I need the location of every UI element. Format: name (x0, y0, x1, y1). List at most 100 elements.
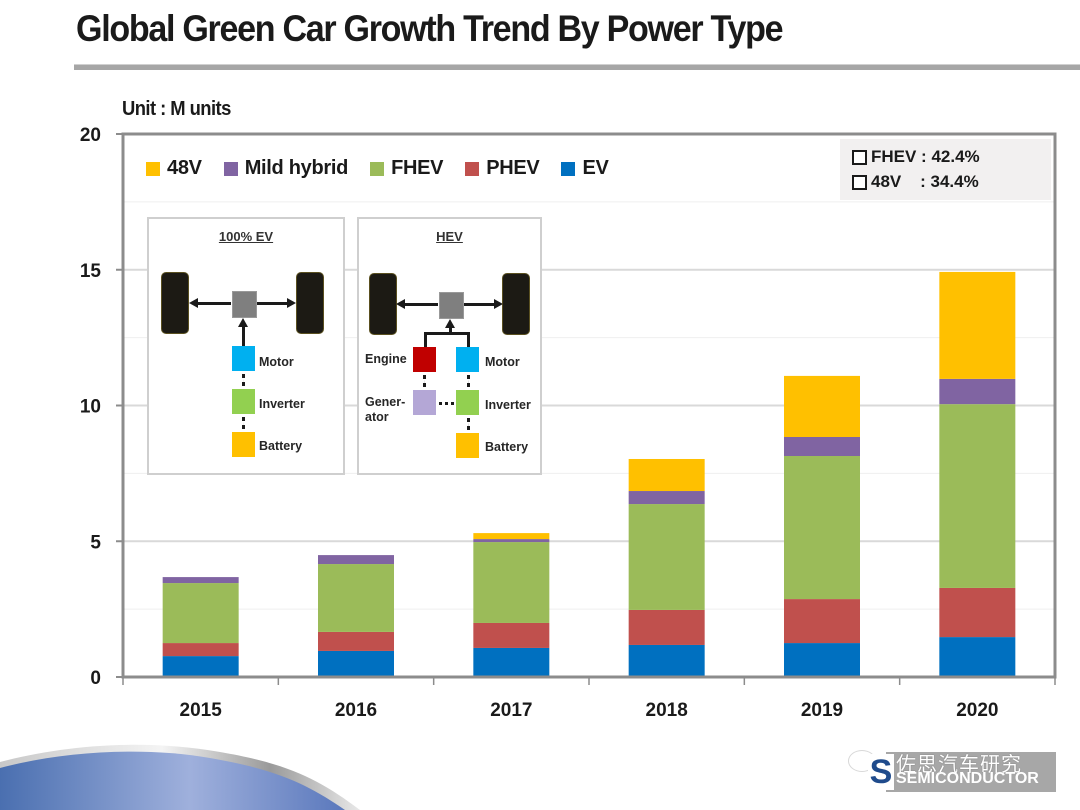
arrow-right-icon (287, 298, 296, 308)
legend-label-ev: EV (582, 157, 609, 179)
bar-mild-hybrid-2015 (162, 577, 239, 584)
dotted-connector (242, 374, 248, 386)
generator-label: Gener- ator (365, 395, 406, 424)
bar-48v-2018 (628, 458, 705, 492)
bar-fhev-2015 (162, 583, 239, 644)
bar-ev-2020 (939, 637, 1016, 677)
watermark-logo: S 佐思汽车研究 SEMICONDUCTOR (848, 748, 1060, 792)
checkbox-icon (852, 174, 867, 190)
wheel-icon (369, 273, 397, 335)
arrow-right-icon (494, 299, 503, 309)
gearbox-block (232, 291, 257, 318)
connector-line (424, 332, 427, 348)
bar-fhev-2018 (628, 504, 705, 610)
connector-line (242, 326, 245, 346)
motor-block (456, 347, 479, 372)
callout-fhev-text: FHEV : 42.4% (871, 147, 980, 166)
y-tick-label: 15 (80, 261, 102, 282)
bar-ev-2016 (318, 650, 394, 677)
logo-english-text: SEMICONDUCTOR (896, 770, 1039, 787)
bar-mild-hybrid-2020 (939, 378, 1016, 405)
bar-48v-2019 (784, 375, 860, 437)
unit-label: Unit : M units (122, 98, 231, 120)
inverter-label: Inverter (485, 398, 531, 412)
bar-mild-hybrid-2016 (318, 555, 394, 565)
legend-swatch-48v (146, 161, 160, 176)
chart-legend: 48V Mild hybrid FHEV PHEV EV (146, 157, 631, 180)
x-tick-label-2020: 2020 (956, 700, 998, 721)
x-tick-label-2016: 2016 (335, 700, 377, 721)
callout-fhev-share: FHEV : 42.4% (852, 147, 980, 167)
logo-mark: S (868, 753, 894, 791)
arrow-up-icon (445, 319, 455, 328)
bar-48v-2017 (473, 533, 550, 540)
bars (162, 271, 1016, 677)
inverter-block (456, 390, 479, 415)
arrow-up-icon (238, 318, 248, 327)
page-title: Global Green Car Growth Trend By Power T… (76, 8, 784, 49)
legend-item-phev: PHEV (465, 157, 540, 180)
battery-label: Battery (485, 440, 529, 454)
legend-swatch-phev (465, 161, 480, 176)
wheel-icon (296, 272, 324, 334)
dotted-connector (242, 417, 248, 429)
y-tick-label: 20 (80, 125, 101, 146)
gearbox-block (439, 292, 464, 319)
legend-item-fhev: FHEV (370, 157, 444, 180)
wheel-icon (502, 273, 530, 335)
y-tick-label: 5 (90, 532, 101, 553)
generator-block (413, 390, 436, 415)
legend-label-phev: PHEV (486, 157, 540, 179)
arrow-left-icon (396, 299, 405, 309)
bar-ev-2015 (162, 656, 239, 677)
wheel-icon (161, 272, 189, 334)
arrow-left-icon (189, 298, 198, 308)
legend-item-48v: 48V (146, 157, 202, 180)
logo-chinese-text: 佐思汽车研究 (896, 752, 1022, 776)
bar-mild-hybrid-2017 (473, 539, 550, 543)
inverter-block (232, 389, 255, 414)
connector-line (449, 325, 452, 334)
bar-phev-2017 (473, 622, 550, 648)
bar-48v-2020 (939, 271, 1016, 379)
bar-ev-2019 (784, 643, 860, 677)
drive-shaft-line (464, 303, 496, 306)
engine-label: Engine (365, 352, 407, 366)
axes: 0 5 10 15 20 2015 2016 2017 2018 2019 2020 (80, 125, 1057, 721)
bar-fhev-2017 (473, 542, 550, 623)
callout-48v-text: 48V : 34.4% (871, 172, 979, 191)
legend-item-ev: EV (561, 157, 609, 180)
connector-line (424, 332, 469, 335)
ev-powertrain-diagram: 100% EV Motor Inverter Battery (147, 217, 345, 475)
bar-ev-2018 (628, 644, 705, 677)
share-callout: FHEV : 42.4% 48V : 34.4% (840, 139, 1051, 200)
legend-swatch-fhev (370, 161, 385, 176)
hev-diagram-title: HEV (436, 229, 463, 244)
bar-phev-2016 (318, 631, 394, 651)
drive-shaft-line (257, 302, 289, 305)
bar-phev-2015 (162, 643, 239, 657)
legend-label-mild-hybrid: Mild hybrid (244, 157, 349, 179)
drive-shaft-line (402, 303, 438, 306)
bar-phev-2020 (939, 587, 1016, 638)
bar-ev-2017 (473, 647, 550, 677)
dotted-connector (423, 375, 429, 387)
legend-item-mild-hybrid: Mild hybrid (223, 157, 349, 180)
y-tick-label: 10 (80, 397, 101, 418)
motor-label: Motor (485, 355, 520, 369)
bar-fhev-2016 (318, 564, 394, 632)
drive-shaft-line (195, 302, 231, 305)
legend-swatch-mild-hybrid (223, 161, 238, 176)
legend-label-fhev: FHEV (391, 157, 444, 179)
battery-label: Battery (259, 439, 303, 453)
bar-fhev-2020 (939, 404, 1016, 588)
dotted-connector (467, 375, 473, 387)
logo-background (886, 752, 1056, 792)
legend-swatch-ev (561, 161, 576, 176)
battery-block (456, 433, 479, 458)
x-tick-label-2017: 2017 (490, 700, 532, 721)
dotted-connector (467, 418, 473, 430)
engine-block (413, 347, 436, 372)
hev-powertrain-diagram: HEV Engine Motor Gener- ator Inverter Ba… (357, 217, 542, 475)
x-tick-label-2015: 2015 (180, 700, 223, 721)
